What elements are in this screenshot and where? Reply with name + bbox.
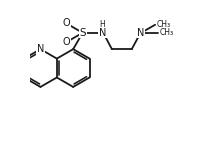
Text: N: N — [138, 28, 145, 38]
Text: N: N — [99, 28, 106, 38]
Text: O: O — [62, 37, 70, 47]
Text: H: H — [100, 20, 105, 29]
Text: O: O — [62, 18, 70, 28]
Text: S: S — [79, 28, 86, 38]
Text: N: N — [37, 44, 44, 54]
Text: CH₃: CH₃ — [159, 28, 174, 37]
Text: CH₃: CH₃ — [156, 20, 170, 29]
